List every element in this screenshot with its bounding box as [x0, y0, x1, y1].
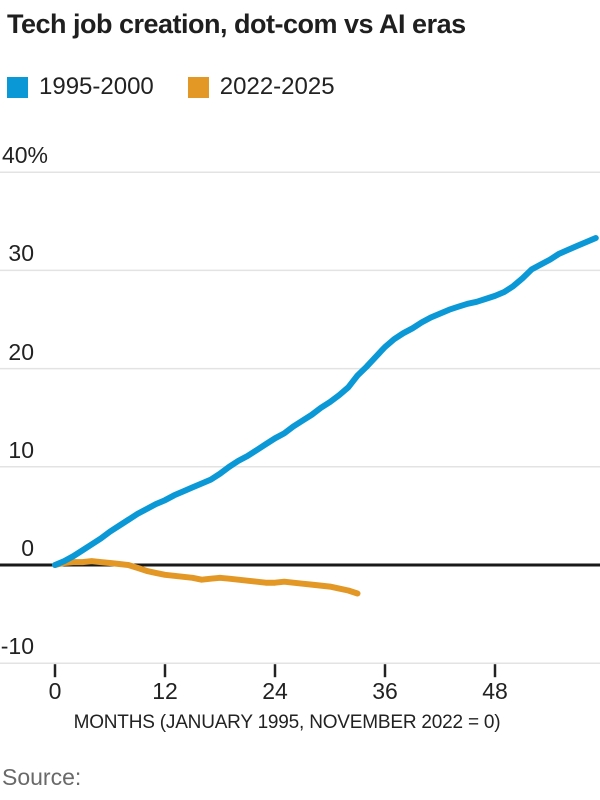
x-axis-tick-label: 12	[152, 678, 178, 704]
dotcom-swatch-icon	[7, 76, 28, 98]
dotcom-era-line	[52, 235, 599, 568]
x-axis-tick-label: 0	[48, 678, 62, 704]
legend-label-ai: 2022-2025	[219, 73, 335, 100]
gridlines	[0, 171, 600, 664]
y-axis-label: 10	[8, 436, 34, 463]
x-axis-ticks	[53, 664, 497, 678]
y-axis-label: 40%	[1, 142, 48, 169]
y-axis-label: 30	[8, 240, 34, 267]
x-axis-tick-label: 48	[482, 678, 508, 704]
legend-label-dotcom: 1995-2000	[39, 73, 154, 100]
y-axis-label: 0	[21, 535, 34, 561]
legend-item-ai: 2022-2025	[187, 73, 335, 101]
page-title: Tech job creation, dot-com vs AI eras	[7, 9, 466, 39]
legend-item-dotcom: 1995-2000	[7, 73, 154, 101]
source-label: Source:	[2, 764, 82, 790]
legend: 1995-2000 2022-2025	[7, 72, 335, 102]
y-axis-label: -10	[0, 633, 34, 660]
ai-era-line	[52, 558, 361, 597]
x-axis-tick-label: 24	[262, 678, 288, 704]
y-axis-label: 20	[8, 338, 34, 365]
x-axis-tick-label: 36	[372, 678, 398, 704]
ai-swatch-icon	[187, 76, 209, 98]
x-axis-caption: MONTHS (JANUARY 1995, NOVEMBER 2022 = 0)	[73, 712, 501, 733]
